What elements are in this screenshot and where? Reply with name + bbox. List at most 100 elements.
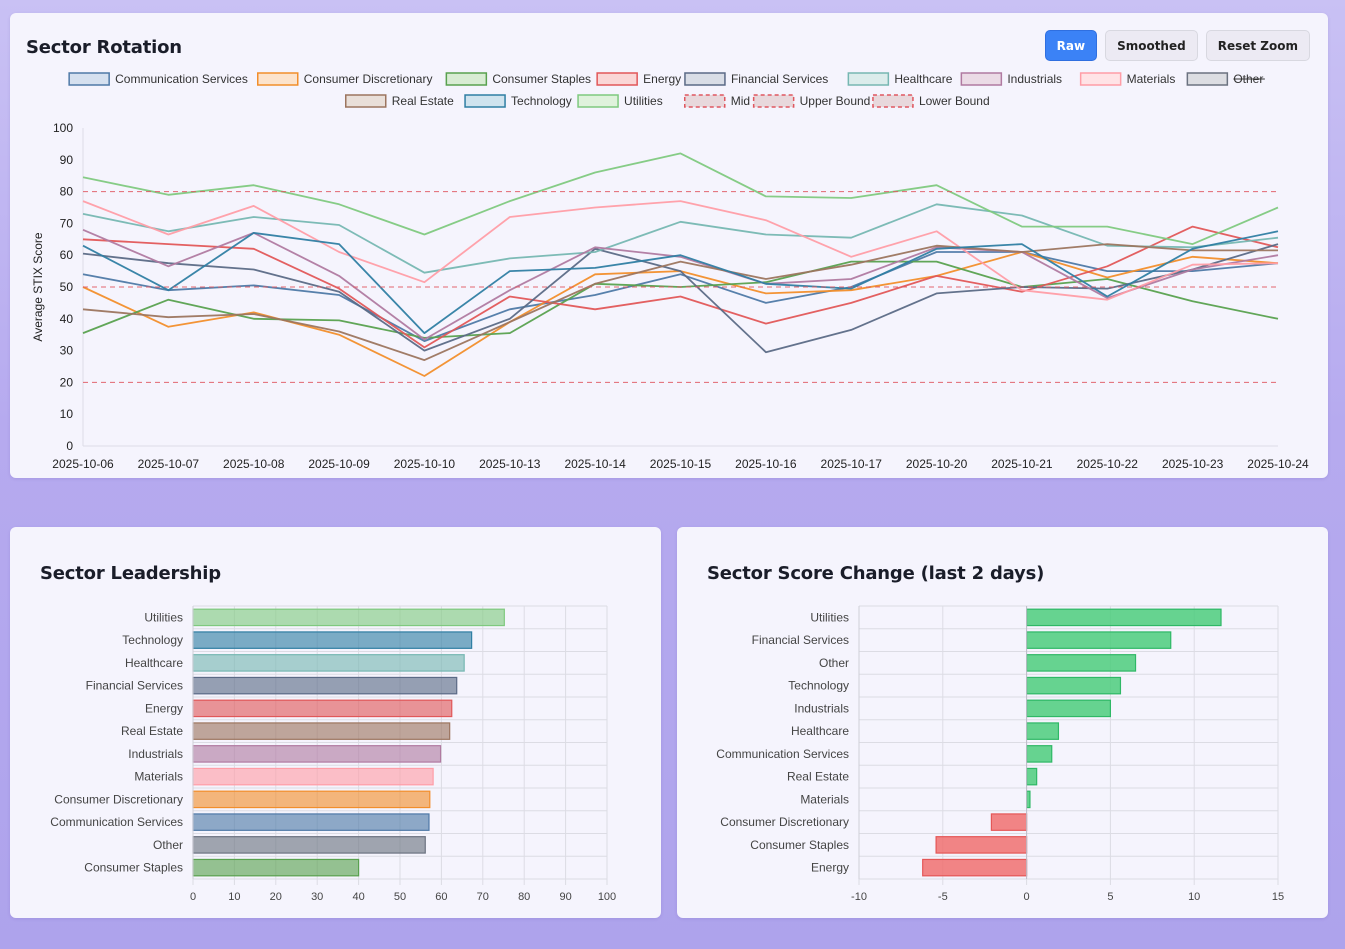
legend-swatch [960, 72, 1003, 86]
sector-rotation-chart[interactable]: Communication Services Consumer Discretio… [10, 65, 1328, 475]
x-tick-label: 40 [352, 891, 364, 903]
legend-item-real-estate[interactable]: Real Estate [345, 94, 454, 108]
sector-leadership-card: Sector Leadership 0 10 20 30 40 50 60 70 80 90 100… [10, 527, 661, 918]
bar-other [1026, 654, 1137, 672]
x-tick-label: 10 [228, 891, 240, 903]
legend-label: Industrials [1007, 72, 1062, 86]
category-label-consumer-discretionary: Consumer Discretionary [54, 792, 183, 806]
legend-item-upper-bound[interactable]: Upper Bound [752, 94, 871, 108]
legend-item-industrials[interactable]: Industrials [960, 72, 1062, 86]
chart-mode-buttons: Raw Smoothed Reset Zoom [1044, 30, 1310, 61]
series-line-technology [82, 230, 1279, 334]
reset-zoom-button[interactable]: Reset Zoom [1205, 30, 1310, 61]
y-tick-label: 60 [60, 248, 74, 262]
x-tick-label: 2025-10-09 [308, 457, 370, 471]
legend-item-energy[interactable]: Energy [596, 72, 681, 86]
category-label-utilities: Utilities [810, 610, 849, 624]
bar-communication-services [192, 813, 430, 831]
bar-real-estate [192, 722, 451, 740]
bar-materials [192, 767, 434, 786]
legend-label: Utilities [624, 94, 663, 108]
series-line-materials [82, 200, 1279, 301]
x-tick-label: 100 [598, 891, 616, 903]
y-tick-label: 40 [60, 312, 74, 326]
y-tick-label: 50 [60, 280, 74, 294]
legend-item-materials[interactable]: Materials [1079, 72, 1176, 86]
x-tick-label: 15 [1272, 891, 1284, 903]
series-line-healthcare [82, 203, 1279, 274]
y-tick-label: 20 [60, 375, 74, 389]
category-label-real-estate: Real Estate [121, 724, 183, 738]
legend-label: Upper Bound [800, 94, 871, 108]
legend-swatch [752, 94, 795, 108]
category-label-materials: Materials [134, 770, 183, 784]
x-tick-label: 2025-10-08 [223, 457, 285, 471]
legend-item-healthcare[interactable]: Healthcare [847, 72, 953, 86]
legend-item-lower-bound[interactable]: Lower Bound [872, 94, 990, 108]
series-line-financial-services [82, 243, 1279, 354]
x-tick-label: 2025-10-22 [1077, 457, 1139, 471]
bar-consumer-staples [935, 836, 1028, 854]
x-tick-label: 2025-10-21 [991, 457, 1053, 471]
bar-technology [1026, 676, 1122, 695]
x-tick-label: 2025-10-20 [906, 457, 968, 471]
category-label-healthcare: Healthcare [125, 656, 183, 670]
legend-swatch [577, 94, 619, 108]
x-tick-label: 0 [190, 891, 196, 903]
x-tick-label: 20 [270, 891, 282, 903]
sector-score-change-title: Sector Score Change (last 2 days) [707, 563, 1045, 584]
y-tick-label: 90 [60, 153, 74, 167]
legend-swatch [68, 72, 110, 86]
raw-button[interactable]: Raw [1044, 30, 1098, 61]
sector-rotation-title: Sector Rotation [26, 37, 182, 58]
x-tick-label: 2025-10-24 [1247, 457, 1309, 471]
legend-item-utilities[interactable]: Utilities [577, 94, 663, 108]
x-tick-label: 2025-10-15 [650, 457, 712, 471]
x-tick-label: 2025-10-16 [735, 457, 797, 471]
sector-leadership-chart[interactable]: 0 10 20 30 40 50 60 70 80 90 100 Utilities Technolog… [10, 597, 661, 912]
legend-label: Technology [511, 94, 572, 108]
x-tick-label: 2025-10-17 [821, 457, 883, 471]
legend-label: Lower Bound [919, 94, 990, 108]
x-tick-label: 2025-10-23 [1162, 457, 1224, 471]
legend-item-communication-services[interactable]: Communication Services [68, 72, 248, 86]
legend-label: Consumer Discretionary [304, 72, 433, 86]
bar-technology [192, 631, 473, 649]
bar-real-estate [1026, 767, 1038, 786]
category-label-financial-services: Financial Services [86, 679, 183, 693]
bar-industrials [192, 745, 442, 763]
category-label-energy: Energy [145, 701, 183, 715]
x-tick-label: 80 [518, 891, 530, 903]
bar-consumer-discretionary [192, 790, 431, 809]
legend-label: Healthcare [894, 72, 952, 86]
category-label-communication-services: Communication Services [716, 747, 849, 761]
bar-healthcare [192, 654, 465, 672]
x-tick-label: 2025-10-07 [138, 457, 200, 471]
x-tick-label: 5 [1107, 891, 1113, 903]
category-label-real-estate: Real Estate [787, 770, 849, 784]
legend-swatch [872, 94, 914, 108]
legend-item-technology[interactable]: Technology [464, 94, 572, 108]
sector-score-change-chart[interactable]: -10 -5 0 5 10 15 Utilities Financial Services Ot… [677, 597, 1328, 912]
legend-item-other[interactable]: Other [1186, 72, 1265, 86]
legend-swatch [684, 94, 726, 108]
legend-swatch [1186, 72, 1229, 86]
series-line-energy [82, 225, 1279, 349]
category-label-consumer-discretionary: Consumer Discretionary [720, 815, 849, 829]
category-label-financial-services: Financial Services [752, 633, 849, 647]
smoothed-button[interactable]: Smoothed [1105, 30, 1198, 61]
x-tick-label: -5 [938, 891, 948, 903]
legend-item-consumer-discretionary[interactable]: Consumer Discretionary [257, 72, 433, 86]
legend-item-mid[interactable]: Mid [684, 94, 750, 108]
legend-item-financial-services[interactable]: Financial Services [684, 72, 828, 86]
bar-consumer-staples [192, 858, 360, 877]
legend-swatch [257, 72, 299, 86]
y-tick-label: 30 [60, 344, 74, 358]
category-label-utilities: Utilities [144, 610, 183, 624]
legend-item-consumer-staples[interactable]: Consumer Staples [445, 72, 591, 86]
series-line-communication-services [82, 251, 1279, 342]
legend-swatch [345, 94, 387, 108]
category-label-other: Other [819, 656, 849, 670]
y-tick-label: 0 [66, 439, 73, 453]
category-label-communication-services: Communication Services [50, 815, 183, 829]
